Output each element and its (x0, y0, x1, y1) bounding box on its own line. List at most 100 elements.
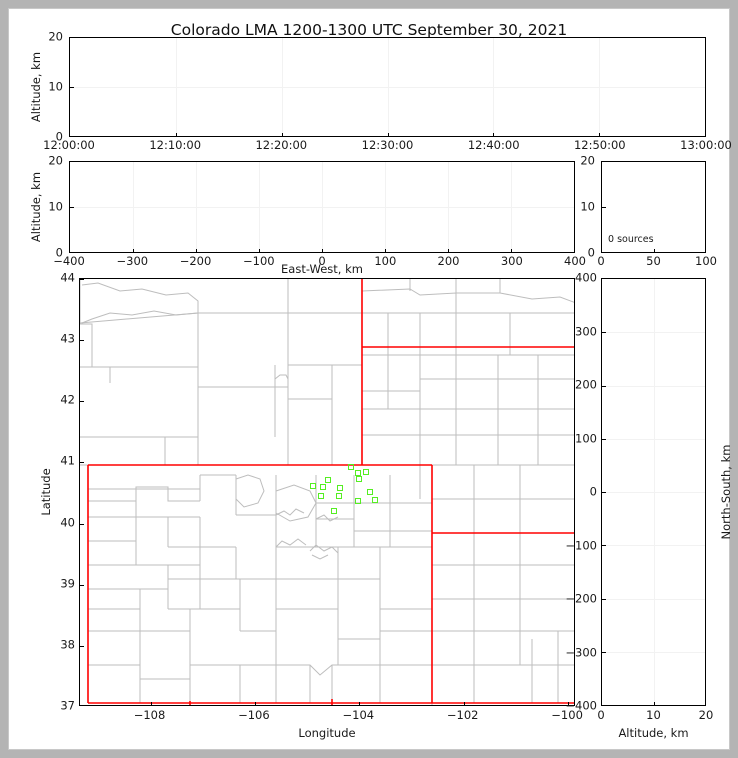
axis-tick (568, 701, 570, 705)
lma-source-marker (309, 483, 316, 489)
axis-tick (602, 492, 606, 493)
ytick-label: −100 (565, 537, 597, 552)
axis-tick (80, 340, 84, 342)
lma-source-marker (355, 498, 361, 505)
axis-tick (80, 523, 84, 525)
gridline (196, 162, 197, 252)
map-geography (80, 279, 574, 705)
gridline (602, 332, 705, 334)
axis-tick (602, 207, 606, 208)
xtick-label: −104 (342, 708, 375, 722)
figure-title: Colorado LMA 1200-1300 UTC September 30,… (170, 21, 568, 39)
ytick-label: 10 (48, 199, 63, 214)
xtick-label: −200 (179, 254, 212, 268)
axis-tick (385, 248, 386, 252)
xtick-label: −400 (53, 254, 85, 268)
axis-tick (259, 248, 260, 252)
axis-tick (175, 132, 177, 136)
ytick-label: 43 (60, 331, 75, 346)
ytick-label: 39 (60, 575, 75, 590)
axis-tick (254, 701, 256, 705)
xtick-label: 100 (695, 254, 717, 268)
lma-source-marker (325, 477, 331, 483)
xtick-label: 12:20:00 (255, 138, 308, 152)
figure-canvas: Colorado LMA 1200-1300 UTC September 30,… (8, 8, 733, 750)
axis-tick (653, 248, 655, 252)
ytick-label: 100 (575, 430, 597, 445)
xtick-axis-label: East-West, km (281, 262, 363, 276)
axis-tick (70, 87, 74, 88)
ytick-axis-label: North-South, km (719, 444, 733, 540)
gridline (175, 38, 177, 136)
ytick-label: −300 (565, 644, 597, 659)
ytick-label: 300 (575, 323, 597, 338)
xtick-label: 300 (500, 254, 523, 268)
ytick-label: 20 (48, 29, 63, 44)
gridline (448, 162, 449, 252)
xtick-label: 400 (564, 254, 586, 268)
ytick-label: 41 (60, 453, 75, 468)
ytick-axis-label: Latitude (39, 468, 53, 516)
xtick-label: 20 (698, 708, 714, 722)
source-count-annotation: 0 sources (608, 233, 654, 245)
axis-tick (653, 701, 655, 705)
xtick-label: 12:40:00 (467, 138, 520, 152)
ytick-axis-label: Altitude, km (29, 171, 43, 243)
panel-plan-view-map[interactable] (79, 278, 575, 706)
xtick-axis-label: Longitude (298, 726, 356, 740)
ytick-label: 10 (48, 79, 63, 94)
xtick-label: −100 (551, 708, 583, 722)
ytick-label: 38 (60, 637, 75, 652)
gridline (133, 162, 134, 252)
xtick-label: −108 (133, 708, 166, 722)
lma-source-marker (337, 485, 344, 491)
panel-altitude-vs-time[interactable] (69, 37, 706, 137)
lma-source-marker (335, 492, 342, 499)
gridline (493, 38, 495, 136)
gridline (602, 651, 705, 653)
ytick-label: 0 (55, 245, 63, 260)
panel-altitude-vs-east-west[interactable] (69, 161, 575, 253)
xtick-label: 12:50:00 (573, 138, 626, 152)
axis-tick (511, 248, 512, 252)
axis-tick (133, 248, 134, 252)
axis-tick (602, 545, 606, 547)
ytick-label: 37 (60, 698, 75, 713)
ytick-label: 400 (575, 270, 597, 285)
gridline (602, 492, 705, 493)
ytick-label: 20 (48, 153, 63, 168)
xtick-label: 10 (646, 708, 661, 722)
axis-tick (150, 701, 152, 705)
gridline (602, 438, 705, 440)
xtick-label: 200 (437, 254, 460, 268)
xtick-label: 100 (374, 254, 397, 268)
lma-source-marker (317, 492, 324, 499)
xtick-label: −300 (116, 254, 149, 268)
axis-tick (493, 132, 495, 136)
ytick-label: −200 (565, 591, 597, 606)
axis-tick (599, 132, 601, 136)
gridline (387, 38, 389, 136)
xtick-label: 13:00:00 (680, 138, 732, 152)
panel-north-south-vs-altitude[interactable] (601, 278, 706, 706)
ytick-label: −400 (565, 698, 597, 713)
ytick-label: 0 (55, 129, 63, 144)
gridline (599, 38, 601, 136)
axis-tick (281, 132, 283, 136)
lma-source-marker (319, 484, 326, 491)
panel-source-histogram[interactable]: 0 sources (601, 161, 706, 253)
gridline (322, 162, 323, 252)
gridline (511, 162, 512, 252)
axis-tick (80, 279, 84, 280)
xtick-label: 0 (597, 708, 605, 722)
xtick-label: 50 (646, 254, 661, 268)
gridline (602, 545, 705, 547)
axis-tick (602, 438, 606, 440)
axis-tick (80, 401, 84, 403)
xtick-label: 0 (318, 254, 326, 268)
xtick-label: −106 (238, 708, 270, 722)
xtick-label: −100 (243, 254, 275, 268)
axis-tick (80, 645, 84, 647)
gridline (602, 385, 705, 387)
lma-source-marker (331, 507, 337, 514)
